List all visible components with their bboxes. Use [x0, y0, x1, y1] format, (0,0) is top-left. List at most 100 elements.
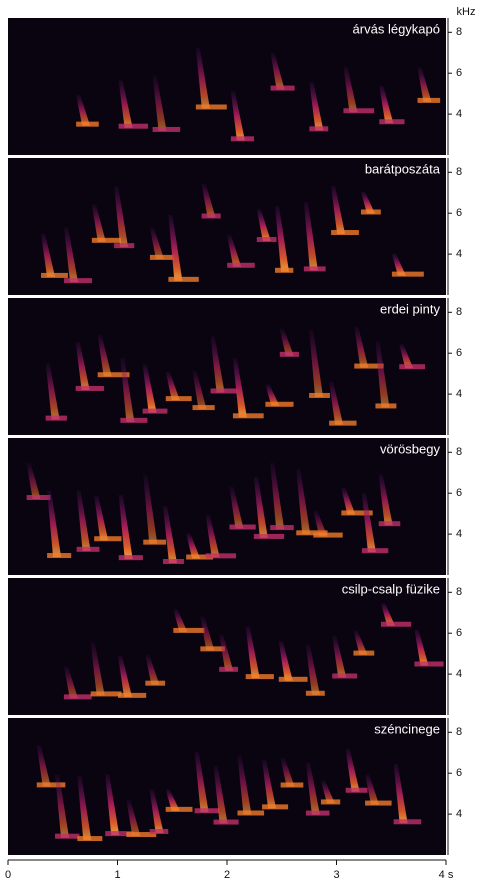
spectrogram-band	[219, 666, 238, 672]
panel-title: barátposzáta	[365, 161, 441, 176]
spectrogram-band	[165, 806, 193, 812]
y-tick-label: 4	[456, 808, 462, 820]
spectrogram-band	[94, 536, 122, 542]
spectrogram-streak	[232, 358, 247, 418]
x-tick-label: 0	[5, 869, 11, 881]
spectrogram-texture	[45, 326, 426, 426]
spectrogram-streak	[280, 758, 295, 787]
spectrogram-streak	[353, 630, 368, 655]
spectrogram-band	[262, 804, 289, 810]
spectrogram-band	[91, 237, 121, 243]
spectrogram-band	[186, 554, 214, 560]
spectrogram-streak	[245, 626, 260, 679]
x-tick-label: 2	[224, 869, 230, 881]
spectrogram-band	[143, 539, 167, 545]
spectrogram-band	[117, 692, 147, 698]
spectrogram-band	[192, 405, 215, 411]
spectrogram-streak	[192, 370, 207, 410]
spectrogram-streak	[230, 91, 245, 141]
spectrogram-streak	[270, 52, 285, 90]
spectrogram-band	[149, 829, 169, 835]
spectrogram-panel	[8, 578, 446, 715]
spectrogram-streak	[253, 476, 268, 538]
spectrogram-streak	[168, 214, 183, 281]
spectrogram-band	[163, 558, 184, 564]
spectrogram-streak	[379, 86, 394, 124]
y-tick-label: 4	[456, 108, 462, 120]
spectrogram-streak	[361, 493, 376, 553]
spectrogram-streak	[41, 234, 56, 277]
spectrogram-streak	[331, 185, 346, 235]
spectrogram-band	[354, 363, 384, 369]
spectrogram-band	[76, 121, 99, 127]
spectrogram-band	[90, 691, 122, 697]
spectrogram-streak	[118, 80, 133, 128]
spectrogram-band	[205, 553, 236, 559]
spectrogram-band	[210, 388, 238, 394]
spectrogram-band	[173, 627, 205, 633]
spectrogram-streak	[417, 67, 432, 102]
spectrogram-streak	[165, 789, 180, 811]
spectrogram-streak	[262, 759, 277, 809]
x-tick-label: 1	[114, 869, 120, 881]
spectrogram-band	[399, 364, 426, 370]
spectrogram-streak	[97, 335, 112, 377]
spectrogram-streak	[118, 494, 133, 560]
spectrogram-streak	[414, 629, 429, 666]
spectrogram-streak	[354, 326, 369, 368]
spectrogram-band	[41, 272, 68, 278]
spectrogram-streak	[114, 186, 129, 248]
spectrogram-streak	[117, 655, 132, 697]
spectrogram-band	[126, 832, 157, 838]
spectrogram-streak	[237, 755, 252, 815]
y-tick-label: 8	[456, 166, 462, 178]
spectrogram-streak	[393, 764, 408, 824]
spectrogram-band	[194, 808, 220, 814]
spectrogram-band	[270, 525, 294, 531]
y-tick-label: 4	[456, 248, 462, 260]
spectrogram-band	[378, 521, 401, 527]
spectrogram-streak	[26, 463, 41, 499]
y-tick-label: 6	[456, 767, 462, 779]
spectrogram-band	[265, 401, 294, 407]
spectrogram-band	[343, 108, 375, 114]
spectrogram-streak	[305, 762, 320, 815]
y-tick-label: 6	[456, 487, 462, 499]
spectrogram-band	[142, 408, 168, 414]
spectrogram-band	[361, 548, 389, 554]
spectrogram-band	[353, 650, 375, 656]
spectrogram-streak	[94, 495, 109, 541]
spectrogram-streak	[341, 488, 356, 515]
spectrogram-band	[320, 799, 341, 805]
spectrogram-band	[118, 555, 143, 561]
spectrogram-band	[118, 123, 149, 129]
spectrogram-streak	[120, 358, 135, 422]
spectrogram-streak	[36, 745, 51, 787]
spectrogram-streak	[343, 66, 358, 113]
spectrogram-band	[152, 126, 181, 132]
spectrogram-band	[280, 782, 304, 788]
spectrogram-band	[213, 819, 239, 825]
spectrogram-streak	[201, 183, 216, 218]
spectrogram-streak	[105, 774, 120, 836]
spectrogram-band	[63, 694, 92, 700]
spectrogram-band	[365, 800, 392, 806]
spectrogram-band	[55, 833, 80, 839]
spectrogram-band	[47, 553, 72, 559]
y-tick-label: 8	[456, 26, 462, 38]
spectrogram-band	[309, 392, 330, 398]
spectrogram-band	[165, 396, 192, 402]
spectrogram-band	[309, 126, 329, 132]
spectrogram-band	[227, 262, 255, 268]
y-tick-label: 4	[456, 668, 462, 680]
spectrogram-streak	[47, 490, 62, 558]
y-tick-label: 4	[456, 528, 462, 540]
spectrogram-band	[237, 810, 265, 816]
spectrogram-streak	[145, 655, 160, 685]
spectrogram-streak	[309, 329, 324, 397]
spectrogram-band	[75, 385, 104, 391]
spectrogram-streak	[63, 666, 78, 699]
spectrogram-streak	[165, 371, 180, 401]
